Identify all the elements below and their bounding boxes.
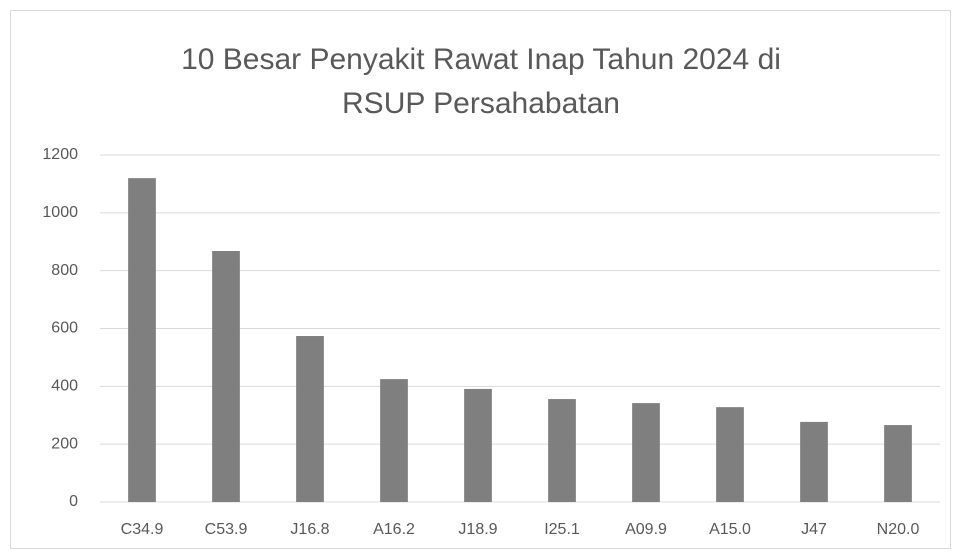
x-tick-label: J47 [801, 521, 827, 538]
x-tick-label: A15.0 [709, 521, 751, 538]
bar [128, 178, 156, 502]
x-tick-label: J18.9 [458, 521, 497, 538]
bar [716, 407, 744, 502]
bar [296, 336, 324, 502]
y-tick-label: 1000 [42, 204, 78, 221]
bar [380, 379, 408, 502]
chart-title: 10 Besar Penyakit Rawat Inap Tahun 2024 … [181, 43, 781, 120]
x-tick-label: A09.9 [625, 521, 667, 538]
bar [800, 421, 828, 502]
bar [212, 251, 240, 502]
x-tick-label: C53.9 [205, 521, 248, 538]
bar [548, 399, 576, 502]
x-tick-label: N20.0 [877, 521, 920, 538]
x-tick-label: I25.1 [544, 521, 580, 538]
y-tick-label: 800 [51, 262, 78, 279]
chart-border [10, 10, 951, 549]
bar [632, 403, 660, 502]
bar [464, 388, 492, 502]
x-tick-label: C34.9 [121, 521, 164, 538]
x-tick-label: A16.2 [373, 521, 415, 538]
y-tick-label: 600 [51, 320, 78, 337]
bar [884, 425, 912, 502]
y-tick-label: 0 [69, 493, 78, 510]
y-tick-label: 400 [51, 378, 78, 395]
x-tick-label: J16.8 [290, 521, 329, 538]
y-tick-label: 1200 [42, 146, 78, 163]
y-tick-label: 200 [51, 435, 78, 452]
